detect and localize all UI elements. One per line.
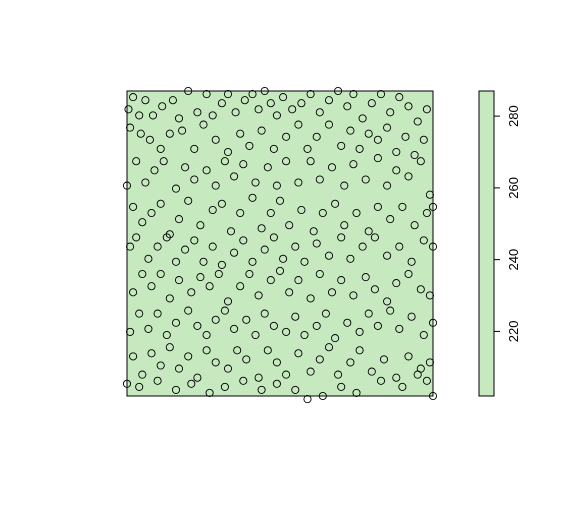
colorbar-tick-label: 240	[506, 249, 521, 271]
colorbar-axis: 220 240 260 280	[494, 105, 521, 342]
colorbar	[479, 91, 494, 396]
colorbar-tick-label: 280	[506, 105, 521, 127]
colorbar-tick-label: 260	[506, 177, 521, 199]
scatter-point	[304, 396, 311, 403]
colorbar-tick-label: 220	[506, 321, 521, 343]
plot-panel	[127, 91, 433, 396]
